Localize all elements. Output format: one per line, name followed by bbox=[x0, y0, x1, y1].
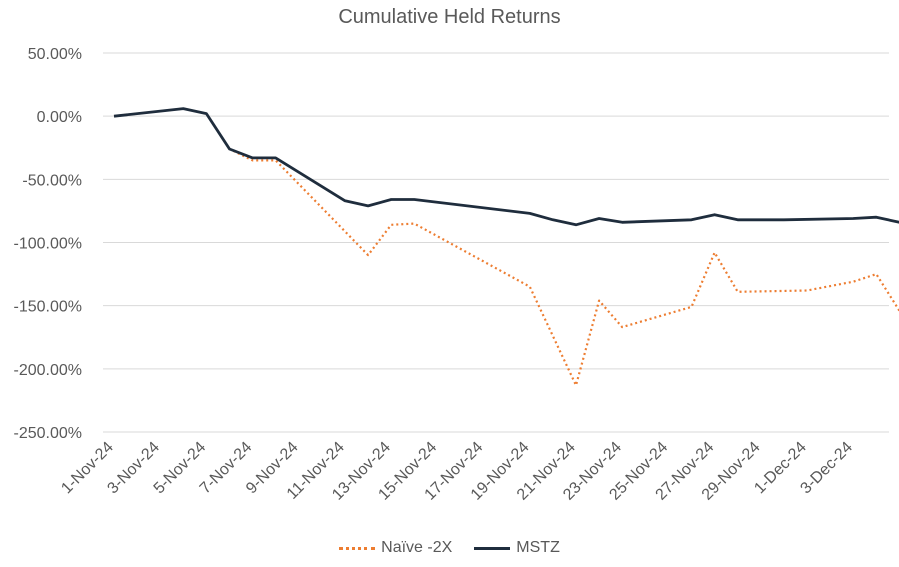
y-tick-label: -150.00% bbox=[14, 299, 83, 316]
y-tick-label: -50.00% bbox=[22, 172, 82, 189]
series-line bbox=[113, 107, 899, 227]
legend: Naïve -2X MSTZ bbox=[0, 539, 899, 557]
x-axis-ticks: 1-Nov-243-Nov-245-Nov-247-Nov-249-Nov-24… bbox=[58, 439, 856, 504]
series-lines bbox=[113, 107, 899, 387]
y-tick-label: -250.00% bbox=[14, 425, 83, 442]
y-axis-ticks: 50.00% 0.00% -50.00% -100.00% -150.00% -200.0… bbox=[14, 46, 83, 442]
legend-item: Naïve -2X bbox=[339, 539, 452, 557]
legend-item: MSTZ bbox=[474, 539, 560, 557]
y-tick-label: 50.00% bbox=[28, 46, 82, 63]
y-tick-label: -200.00% bbox=[14, 362, 83, 379]
y-tick-label: 0.00% bbox=[37, 109, 82, 126]
y-tick-label: -100.00% bbox=[14, 236, 83, 253]
legend-swatch bbox=[474, 546, 511, 550]
chart-title: Cumulative Held Returns bbox=[338, 6, 561, 28]
legend-label: MSTZ bbox=[516, 539, 560, 556]
legend-swatch bbox=[339, 546, 376, 550]
gridlines bbox=[103, 52, 889, 433]
legend-label: Naïve -2X bbox=[381, 539, 453, 556]
series-line bbox=[113, 107, 899, 387]
